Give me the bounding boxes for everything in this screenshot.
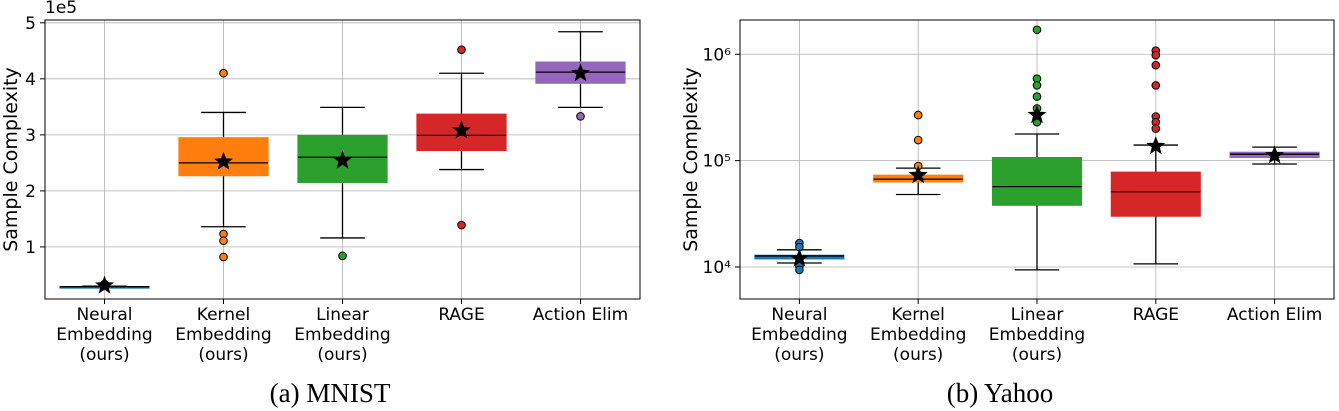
mean bbox=[214, 151, 233, 170]
outlier bbox=[1151, 81, 1161, 90]
x-tick-label: Neural Embedding (ours) bbox=[751, 305, 848, 365]
outlier bbox=[1032, 81, 1042, 90]
outlier bbox=[1032, 92, 1042, 101]
offset-text: 1e5 bbox=[45, 0, 77, 18]
outlier bbox=[1032, 25, 1042, 35]
outlier bbox=[913, 135, 923, 145]
box bbox=[991, 157, 1083, 206]
y-tick-label: 1 bbox=[25, 238, 36, 258]
outlier bbox=[219, 68, 228, 78]
x-tick-label: RAGE bbox=[438, 305, 485, 325]
x-tick-label: Kernel Embedding (ours) bbox=[175, 305, 272, 365]
mean bbox=[1146, 136, 1166, 155]
outlier bbox=[1151, 124, 1161, 133]
mean bbox=[95, 275, 114, 294]
outlier bbox=[457, 45, 466, 54]
axes-frame bbox=[44, 19, 641, 300]
caption: (a) MNIST bbox=[269, 378, 391, 408]
y-tick-label: 5 bbox=[25, 14, 36, 34]
x-tick-label: Linear Embedding (ours) bbox=[294, 305, 391, 365]
mean bbox=[789, 248, 809, 267]
outlier bbox=[913, 110, 923, 120]
mean bbox=[1265, 145, 1285, 164]
mean bbox=[333, 150, 352, 169]
outlier bbox=[795, 265, 804, 275]
mean bbox=[908, 165, 928, 184]
outlier bbox=[1151, 50, 1161, 60]
mean bbox=[1027, 105, 1047, 124]
x-tick-label: Neural Embedding (ours) bbox=[56, 305, 153, 365]
outlier bbox=[1151, 60, 1161, 70]
mean bbox=[452, 120, 471, 139]
caption: (b) Yahoo bbox=[946, 378, 1054, 408]
y-axis-label: Sample Complexity bbox=[0, 67, 22, 252]
box bbox=[1110, 171, 1201, 217]
x-tick-label: RAGE bbox=[1132, 305, 1179, 325]
y-tick-label: 4 bbox=[25, 70, 36, 90]
y-tick-label: 2 bbox=[25, 182, 36, 202]
y-tick-label: 10⁴ bbox=[703, 258, 732, 278]
outlier bbox=[219, 252, 228, 262]
outlier bbox=[457, 220, 466, 230]
x-tick-label: Action Elim bbox=[1226, 305, 1323, 325]
x-tick-label: Kernel Embedding (ours) bbox=[869, 305, 967, 365]
y-tick-label: 10⁵ bbox=[703, 152, 731, 172]
y-tick-label: 3 bbox=[25, 126, 36, 146]
x-tick-label: Linear Embedding (ours) bbox=[988, 305, 1086, 365]
outlier bbox=[576, 112, 585, 121]
y-tick-label: 10⁶ bbox=[703, 45, 732, 65]
outlier bbox=[338, 251, 347, 261]
outlier bbox=[219, 236, 228, 246]
y-axis-label: Sample Complexity bbox=[680, 67, 702, 252]
x-tick-label: Action Elim bbox=[532, 305, 629, 325]
mean bbox=[571, 63, 590, 82]
axes-frame bbox=[739, 19, 1335, 300]
